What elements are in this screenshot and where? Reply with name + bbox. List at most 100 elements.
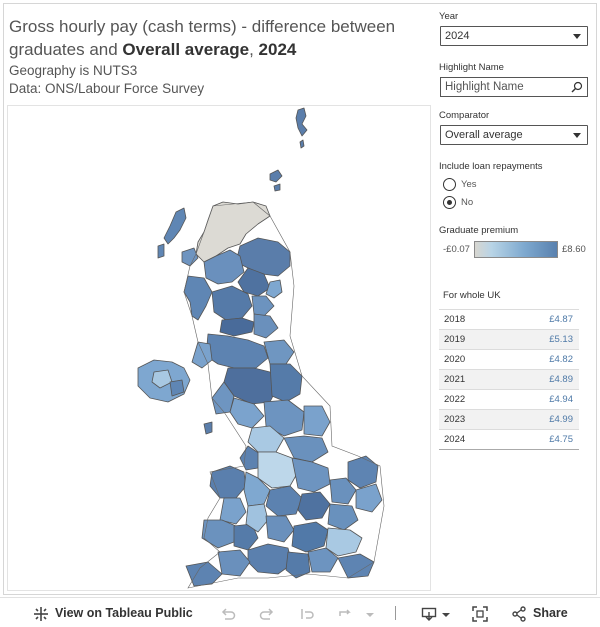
row-year: 2023 <box>444 414 466 425</box>
row-value: £5.13 <box>549 334 573 345</box>
year-value: 2024 <box>445 30 470 42</box>
map-region <box>185 561 223 587</box>
share-button[interactable]: Share <box>533 606 568 620</box>
map-region <box>265 279 283 299</box>
legend-max: £8.60 <box>562 244 586 255</box>
map-region <box>263 399 305 437</box>
tableau-logo-icon <box>34 607 48 621</box>
chevron-down-icon[interactable] <box>365 606 375 622</box>
map-region <box>329 477 357 505</box>
map-region <box>251 295 275 317</box>
comparator-dropdown[interactable]: Overall average <box>440 125 588 145</box>
comparator-value: Overall average <box>445 129 523 141</box>
row-value: £4.99 <box>549 414 573 425</box>
table-row[interactable]: 2019 £5.13 <box>439 329 579 349</box>
map-region <box>163 207 187 245</box>
map-region <box>257 451 299 489</box>
year-label: Year <box>439 11 459 22</box>
highlight-label: Highlight Name <box>439 62 504 73</box>
refresh-icon[interactable] <box>337 606 353 622</box>
dashboard-title: Gross hourly pay (cash terms) - differen… <box>9 17 396 59</box>
comparator-label: Comparator <box>439 110 490 121</box>
map-region <box>265 485 303 517</box>
map-region <box>205 333 269 369</box>
tableau-toolbar: View on Tableau Public Share <box>0 597 600 627</box>
map-region <box>337 553 375 579</box>
chevron-down-icon[interactable] <box>441 606 451 622</box>
fullscreen-icon[interactable] <box>472 606 488 622</box>
legend-label: Graduate premium <box>439 225 519 236</box>
radio-no[interactable]: No <box>443 196 473 210</box>
table-row[interactable]: 2024 £4.75 <box>439 429 579 449</box>
map-region <box>325 527 363 557</box>
map-region <box>151 369 173 389</box>
share-icon[interactable] <box>511 606 527 622</box>
map-region <box>247 543 293 575</box>
loan-repayments-label: Include loan repayments <box>439 161 543 172</box>
radio-circle <box>443 178 456 191</box>
row-year: 2021 <box>444 374 466 385</box>
map-region <box>265 515 295 543</box>
uk-table-label: For whole UK <box>443 290 501 301</box>
map-region <box>269 169 283 183</box>
view-on-tableau-public-link[interactable]: View on Tableau Public <box>55 606 193 620</box>
map-region <box>297 491 331 521</box>
map-region <box>245 503 269 533</box>
chevron-down-icon <box>573 133 581 138</box>
map-region <box>303 405 331 437</box>
map-region <box>263 339 295 365</box>
row-year: 2020 <box>444 354 466 365</box>
legend-color-ramp <box>474 241 558 258</box>
row-year: 2024 <box>444 434 466 445</box>
map-region <box>191 341 213 369</box>
map-region <box>203 249 245 285</box>
radio-circle <box>443 196 456 209</box>
map-region <box>253 313 279 339</box>
map-region <box>169 379 185 397</box>
row-value: £4.94 <box>549 394 573 405</box>
revert-icon[interactable] <box>299 606 315 622</box>
radio-yes[interactable]: Yes <box>443 178 477 192</box>
map-region <box>219 497 247 525</box>
map-region <box>209 465 247 499</box>
radio-selected-dot <box>447 200 452 205</box>
toolbar-divider <box>395 606 396 620</box>
map-region <box>183 275 213 321</box>
map-region <box>217 549 251 577</box>
map-region <box>285 551 311 579</box>
map-region <box>327 503 359 531</box>
map-region <box>201 519 237 549</box>
year-dropdown[interactable]: 2024 <box>440 26 588 46</box>
table-row[interactable]: 2018 £4.87 <box>439 309 579 329</box>
uk-map[interactable] <box>7 105 431 591</box>
map-region <box>157 243 165 259</box>
table-row[interactable]: 2022 £4.94 <box>439 389 579 409</box>
map-region <box>219 317 255 337</box>
map-region <box>291 457 331 493</box>
map-region <box>235 237 291 277</box>
row-year: 2019 <box>444 334 466 345</box>
undo-icon[interactable] <box>220 606 236 622</box>
map-region <box>211 381 235 415</box>
table-bottom-rule <box>439 449 579 450</box>
table-row[interactable]: 2021 £4.89 <box>439 369 579 389</box>
map-region <box>269 363 303 403</box>
uk-map-svg[interactable] <box>8 106 431 591</box>
row-value: £4.87 <box>549 314 573 325</box>
map-region <box>347 455 379 489</box>
table-row[interactable]: 2020 £4.82 <box>439 349 579 369</box>
download-icon[interactable] <box>421 606 437 622</box>
row-year: 2022 <box>444 394 466 405</box>
map-region <box>299 139 305 149</box>
uk-table: 2018 £4.87 2019 £5.13 2020 £4.82 2021 £4.89 … <box>439 309 579 450</box>
highlight-placeholder: Highlight Name <box>445 81 524 93</box>
map-region <box>295 107 308 137</box>
radio-yes-label: Yes <box>461 179 477 190</box>
redo-icon[interactable] <box>259 606 275 622</box>
map-region <box>355 483 383 513</box>
table-row[interactable]: 2023 £4.99 <box>439 409 579 429</box>
row-year: 2018 <box>444 314 466 325</box>
chevron-down-icon <box>573 34 581 39</box>
highlight-search-input[interactable]: Highlight Name <box>440 77 588 97</box>
geography-subtitle: Geography is NUTS3 <box>9 63 138 78</box>
